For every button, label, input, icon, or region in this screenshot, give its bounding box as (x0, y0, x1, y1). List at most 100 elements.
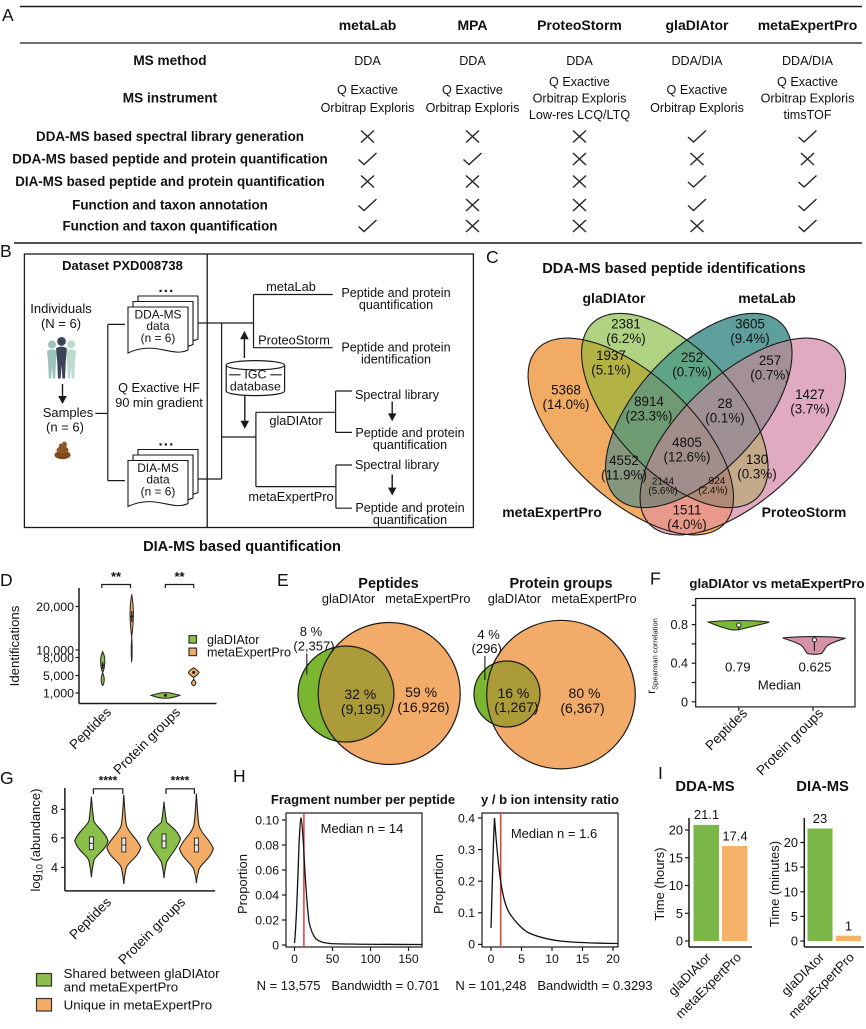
svg-text:****: **** (171, 774, 190, 788)
svg-text:0.4: 0.4 (458, 811, 475, 825)
svg-text:DDA: DDA (354, 54, 381, 68)
svg-text:130: 130 (746, 452, 768, 467)
svg-text:C: C (486, 247, 499, 267)
svg-text:Unique in metaExpertPro: Unique in metaExpertPro (64, 998, 213, 1013)
svg-text:(2,357): (2,357) (293, 639, 334, 654)
svg-text:DDA: DDA (566, 54, 593, 68)
svg-text:50: 50 (326, 952, 340, 966)
svg-text:DDA: DDA (459, 54, 486, 68)
svg-text:17.4: 17.4 (722, 828, 747, 843)
svg-text:Peptide and protein: Peptide and protein (355, 426, 464, 440)
svg-text:1,000: 1,000 (43, 686, 74, 700)
svg-text:0: 0 (681, 695, 688, 709)
svg-text:0.08: 0.08 (255, 838, 279, 852)
svg-text:16 %: 16 % (497, 685, 529, 701)
svg-text:0.1: 0.1 (458, 906, 475, 920)
svg-text:(12.6%): (12.6%) (664, 450, 711, 465)
svg-text:(23.3%): (23.3%) (626, 409, 673, 424)
svg-text:20,000: 20,000 (36, 600, 74, 614)
svg-text:(0.7%): (0.7%) (750, 368, 789, 383)
svg-text:MS method: MS method (133, 53, 206, 68)
svg-text:glaDIAtor: glaDIAtor (583, 290, 647, 306)
svg-text:glaDIAtor: glaDIAtor (666, 17, 730, 33)
svg-text:0: 0 (272, 938, 279, 952)
svg-text:...: ... (158, 433, 174, 450)
svg-text:6: 6 (51, 831, 58, 845)
svg-text:N = 13,575 Bandwidth = 0.701: N = 13,575 Bandwidth = 0.701 (257, 978, 440, 993)
svg-text:0.04: 0.04 (255, 888, 279, 902)
svg-text:150: 150 (398, 952, 419, 966)
svg-text:(5.6%): (5.6%) (648, 486, 677, 497)
svg-text:G: G (0, 768, 14, 788)
svg-text:E: E (277, 570, 289, 590)
svg-text:0.79: 0.79 (725, 659, 751, 674)
svg-text:y / b ion intensity ratio: y / b ion intensity ratio (481, 792, 619, 807)
svg-text:0.02: 0.02 (255, 913, 279, 927)
svg-text:0: 0 (488, 952, 495, 966)
svg-text:5368: 5368 (551, 383, 581, 398)
svg-text:4: 4 (51, 861, 58, 875)
svg-text:Orbitrap Exploris: Orbitrap Exploris (426, 101, 520, 115)
svg-text:0: 0 (468, 938, 475, 952)
svg-text:4805: 4805 (672, 435, 702, 450)
svg-text:metaExpertPro: metaExpertPro (551, 591, 636, 606)
svg-text:glaDIAtor vs metaExpertPro: glaDIAtor vs metaExpertPro (689, 576, 864, 591)
svg-text:DIA-MS: DIA-MS (796, 779, 849, 795)
svg-text:28: 28 (718, 396, 733, 411)
svg-text:Protein groups: Protein groups (509, 576, 612, 592)
svg-text:(0.3%): (0.3%) (737, 467, 776, 482)
svg-text:data: data (146, 473, 170, 487)
svg-text:(6.2%): (6.2%) (606, 331, 645, 346)
svg-text:(1,267): (1,267) (494, 699, 538, 715)
svg-text:****: **** (99, 774, 118, 788)
svg-text:Proportion: Proportion (431, 854, 446, 914)
svg-text:metaExpertPro: metaExpertPro (248, 489, 333, 504)
svg-text:Individuals: Individuals (30, 301, 92, 316)
svg-text:ProteoStorm: ProteoStorm (762, 504, 847, 520)
svg-text:20: 20 (606, 952, 620, 966)
svg-text:Function and taxon annotation: Function and taxon annotation (72, 198, 268, 213)
svg-text:MS instrument: MS instrument (123, 91, 218, 106)
svg-text:Samples: Samples (43, 405, 94, 420)
svg-text:59 %: 59 % (405, 684, 437, 700)
svg-text:glaDIAtor: glaDIAtor (322, 591, 376, 606)
svg-text:Orbitrap Exploris: Orbitrap Exploris (761, 92, 855, 106)
svg-text:10,000: 10,000 (36, 643, 74, 657)
svg-text:15: 15 (669, 850, 683, 865)
svg-text:quantification: quantification (359, 298, 433, 312)
svg-text:1937: 1937 (596, 348, 626, 363)
svg-text:Orbitrap Exploris: Orbitrap Exploris (533, 92, 627, 106)
svg-text:(11.9%): (11.9%) (601, 468, 647, 483)
svg-text:0.06: 0.06 (255, 863, 279, 877)
svg-text:1511: 1511 (673, 503, 702, 518)
svg-text:Peptide and protein: Peptide and protein (355, 501, 464, 515)
svg-text:8: 8 (51, 803, 58, 817)
svg-text:20: 20 (669, 823, 683, 838)
svg-text:and metaExpertPro: and metaExpertPro (64, 980, 179, 995)
svg-text:Orbitrap Exploris: Orbitrap Exploris (321, 101, 415, 115)
svg-text:8 %: 8 % (300, 624, 323, 639)
svg-text:metaExpertPro: metaExpertPro (502, 504, 602, 520)
svg-text:252: 252 (681, 350, 703, 365)
svg-text:(6,367): (6,367) (560, 700, 604, 716)
svg-text:Q Exactive: Q Exactive (337, 83, 398, 97)
svg-text:Median n = 14: Median n = 14 (321, 821, 404, 836)
svg-text:1: 1 (845, 919, 852, 934)
svg-text:N = 101,248 Bandwidth = 0.32: N = 101,248 Bandwidth = 0.3293 (455, 978, 652, 993)
svg-text:8914: 8914 (634, 394, 664, 409)
svg-text:(0.1%): (0.1%) (705, 411, 744, 426)
svg-text:metaExpertPro: metaExpertPro (207, 645, 291, 659)
svg-text:Peptide and protein: Peptide and protein (341, 286, 450, 300)
svg-text:(5.1%): (5.1%) (591, 363, 630, 378)
svg-text:(9,195): (9,195) (341, 701, 385, 717)
svg-text:A: A (2, 5, 14, 25)
svg-text:257: 257 (759, 353, 781, 368)
svg-text:21.1: 21.1 (694, 807, 719, 822)
svg-text:(n = 6): (n = 6) (46, 420, 84, 435)
svg-text:DDA-MS based peptide identific: DDA-MS based peptide identifications (542, 261, 806, 277)
svg-text:924: 924 (709, 476, 726, 487)
svg-text:5,000: 5,000 (43, 669, 74, 683)
svg-text:metaExpertPro: metaExpertPro (385, 591, 470, 606)
svg-text:0: 0 (791, 934, 798, 949)
svg-text:timsTOF: timsTOF (783, 108, 831, 122)
